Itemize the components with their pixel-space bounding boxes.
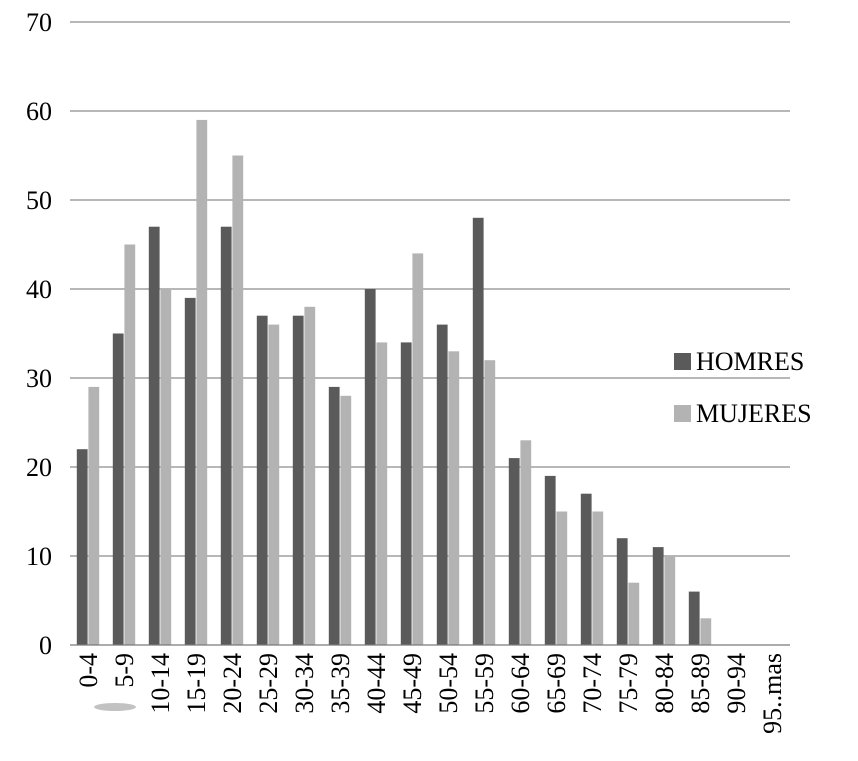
x-tick-label-15-19: 15-19	[182, 653, 211, 714]
bar-homres-50-54	[436, 324, 448, 645]
bar-mujeres-50-54	[448, 351, 460, 645]
bar-homres-45-49	[400, 342, 412, 645]
bar-mujeres-75-79	[628, 582, 640, 645]
bar-homres-40-44	[364, 289, 376, 645]
x-tick-label-55-59: 55-59	[470, 653, 499, 714]
bar-mujeres-65-69	[556, 511, 568, 645]
x-tick-label-20-24: 20-24	[218, 653, 247, 714]
x-tick-label-45-49: 45-49	[398, 653, 427, 714]
x-tick-label-60-64: 60-64	[506, 653, 535, 714]
x-tick-label-90-94: 90-94	[722, 653, 751, 714]
bar-mujeres-70-74	[592, 511, 604, 645]
bar-mujeres-55-59	[484, 360, 496, 645]
y-tick-label-40: 40	[26, 275, 52, 304]
legend-label-mujeres: MUJERES	[696, 399, 812, 428]
legend-swatch-mujeres	[674, 405, 691, 422]
y-tick-label-20: 20	[26, 453, 52, 482]
bar-mujeres-10-14	[160, 289, 172, 645]
bar-homres-75-79	[616, 538, 628, 645]
y-tick-label-0: 0	[39, 631, 52, 660]
bar-mujeres-45-49	[412, 253, 424, 645]
bar-homres-20-24	[220, 226, 232, 645]
x-tick-label-95..mas: 95..mas	[758, 653, 787, 734]
bar-homres-30-34	[292, 315, 304, 645]
bar-mujeres-25-29	[268, 324, 280, 645]
bar-mujeres-0-4	[88, 386, 100, 645]
x-tick-label-80-84: 80-84	[650, 653, 679, 714]
scan-smudge-mark	[94, 703, 136, 711]
x-tick-label-70-74: 70-74	[578, 653, 607, 714]
bar-homres-60-64	[508, 458, 520, 645]
y-tick-label-70: 70	[26, 8, 52, 37]
x-axis-ticks: 0-4 5-9 10-14 15-19 20-24 25-29 30-34 35-39 40-4…	[74, 653, 787, 734]
bar-homres-85-89	[688, 591, 700, 645]
bar-mujeres-35-39	[340, 395, 352, 645]
bar-homres-0-4	[76, 449, 88, 645]
bar-homres-55-59	[472, 217, 484, 646]
bar-mujeres-60-64	[520, 440, 532, 645]
legend-label-homres: HOMRES	[696, 347, 804, 376]
x-tick-label-5-9: 5-9	[110, 653, 139, 688]
bar-homres-25-29	[256, 315, 268, 645]
x-tick-label-75-79: 75-79	[614, 653, 643, 714]
x-tick-label-25-29: 25-29	[254, 653, 283, 714]
x-tick-label-85-89: 85-89	[686, 653, 715, 714]
y-tick-label-30: 30	[26, 364, 52, 393]
x-tick-label-10-14: 10-14	[146, 653, 175, 714]
gridlines	[70, 21, 790, 557]
bar-homres-15-19	[184, 297, 196, 645]
x-tick-label-40-44: 40-44	[362, 653, 391, 714]
y-tick-label-10: 10	[26, 542, 52, 571]
bar-homres-35-39	[328, 386, 340, 645]
bar-homres-80-84	[652, 547, 664, 645]
x-tick-label-65-69: 65-69	[542, 653, 571, 714]
legend-swatch-homres	[674, 353, 691, 370]
bar-homres-5-9	[112, 333, 124, 645]
x-tick-label-30-34: 30-34	[290, 653, 319, 714]
bar-mujeres-5-9	[124, 244, 136, 645]
x-tick-label-35-39: 35-39	[326, 653, 355, 714]
bar-mujeres-15-19	[196, 119, 208, 645]
bar-mujeres-80-84	[664, 556, 676, 645]
bar-homres-70-74	[580, 493, 592, 645]
x-tick-label-50-54: 50-54	[434, 653, 463, 714]
bar-mujeres-30-34	[304, 306, 316, 645]
y-axis-ticks: 0 10 20 30 40 50 60 70	[26, 8, 52, 660]
y-tick-label-50: 50	[26, 186, 52, 215]
legend: HOMRES MUJERES	[674, 347, 812, 428]
bar-homres-10-14	[148, 226, 160, 645]
bars	[76, 119, 712, 646]
bar-homres-65-69	[544, 475, 556, 645]
x-tick-label-0-4: 0-4	[74, 653, 103, 688]
bar-mujeres-20-24	[232, 155, 244, 645]
bar-mujeres-85-89	[700, 618, 712, 645]
y-tick-label-60: 60	[26, 97, 52, 126]
bar-mujeres-40-44	[376, 342, 388, 645]
